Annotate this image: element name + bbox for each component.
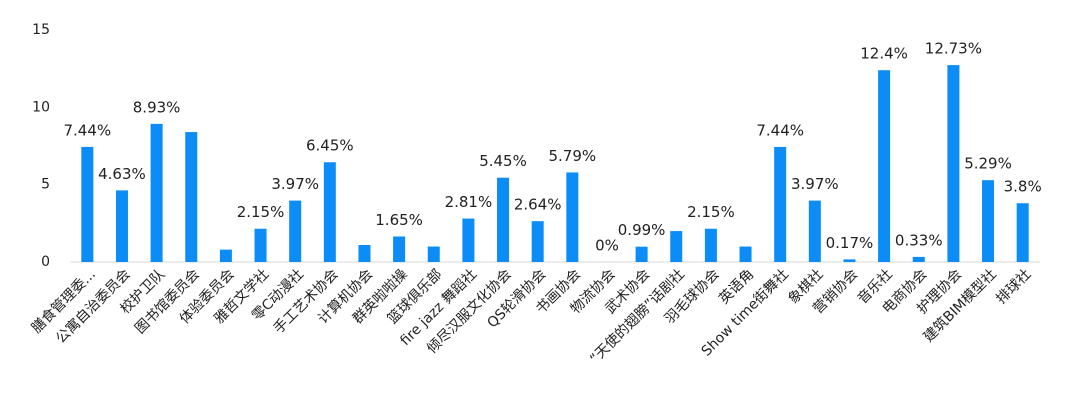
data-label: 7.44%: [756, 121, 804, 139]
bar: [254, 228, 267, 262]
bar: [670, 231, 683, 262]
data-label: 2.64%: [514, 196, 562, 214]
bar: [774, 146, 787, 262]
data-label: 3.97%: [791, 175, 839, 193]
bar: [427, 246, 440, 262]
data-label: 5.29%: [964, 155, 1012, 173]
x-tick-label: 排球社: [993, 266, 1034, 307]
data-label: 0.99%: [618, 221, 666, 239]
data-label: 7.44%: [63, 121, 111, 139]
bar: [289, 200, 302, 262]
data-label: 4.63%: [98, 165, 146, 183]
bar: [878, 70, 891, 262]
bar: [185, 132, 198, 262]
bar: [912, 256, 925, 262]
data-label: 3.97%: [271, 175, 319, 193]
data-label: 3.8%: [1004, 178, 1042, 196]
bar: [219, 249, 232, 262]
bar: [323, 162, 336, 262]
data-label: 5.45%: [479, 152, 527, 170]
bar: [1016, 203, 1029, 262]
y-tick-label: 5: [41, 177, 50, 193]
bar: [947, 65, 960, 262]
data-label: 0%: [595, 237, 619, 255]
data-label: 12.73%: [925, 40, 982, 58]
bar: [635, 246, 648, 262]
bar: [81, 146, 94, 262]
bar: [150, 123, 163, 263]
data-label: 2.15%: [687, 203, 735, 221]
y-tick-label: 15: [32, 22, 50, 38]
bar: [115, 190, 128, 262]
bar: [843, 259, 856, 262]
bar: [808, 200, 821, 262]
bar: [566, 172, 579, 262]
bar: [393, 236, 406, 262]
data-label: 0.33%: [895, 231, 943, 249]
data-label: 2.15%: [237, 203, 285, 221]
data-label: 1.65%: [375, 211, 423, 229]
data-label: 2.81%: [445, 193, 493, 211]
y-tick-label: 10: [32, 99, 50, 115]
bar: [982, 180, 995, 262]
data-label: 12.4%: [860, 45, 908, 63]
data-label: 6.45%: [306, 137, 354, 155]
y-tick-label: 0: [41, 254, 50, 270]
bar: [358, 244, 371, 262]
bar: [462, 218, 475, 262]
data-label: 5.79%: [548, 147, 596, 165]
bar: [497, 177, 510, 262]
bar: [739, 246, 752, 262]
bar: [531, 221, 544, 262]
data-label: 0.17%: [826, 234, 874, 252]
data-label: 8.93%: [133, 98, 181, 116]
bar: [704, 228, 717, 262]
